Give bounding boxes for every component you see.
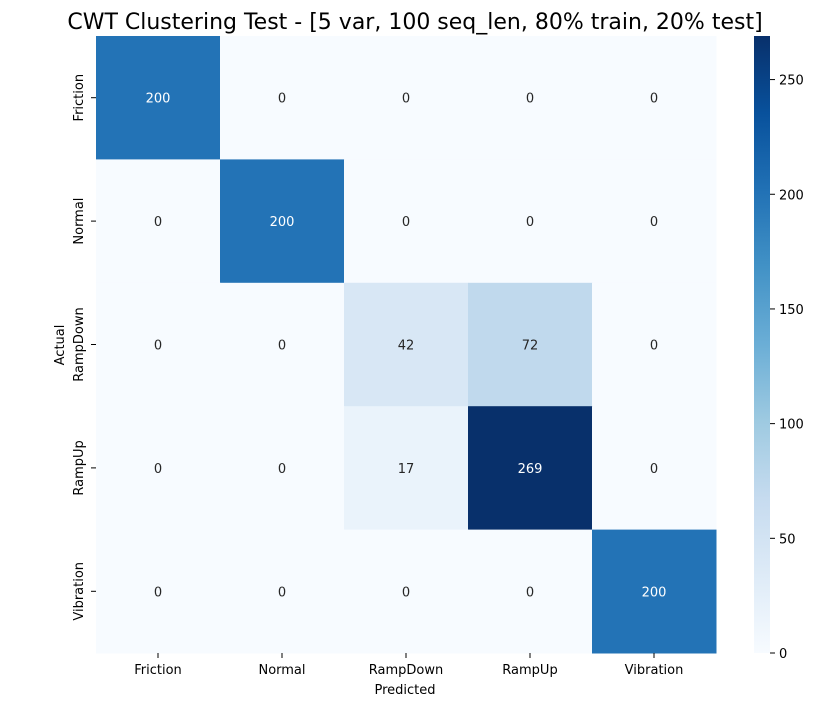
cell-value-label: 72 xyxy=(522,339,539,354)
heatmap-cell xyxy=(468,36,593,160)
colorbar-gradient xyxy=(754,36,770,653)
y-tick-label: Vibration xyxy=(72,562,87,621)
heatmap-cell xyxy=(344,282,469,407)
cell-value-label: 0 xyxy=(402,585,410,600)
heatmap-cell xyxy=(344,36,469,160)
heatmap-cell xyxy=(96,36,221,160)
heatmap-cell xyxy=(96,282,221,407)
heatmap-cell xyxy=(344,159,469,284)
cell-value-label: 0 xyxy=(154,585,162,600)
heatmap-cell xyxy=(468,159,593,284)
y-tick-label: RampUp xyxy=(72,440,87,495)
y-tick-label: RampDown xyxy=(72,307,87,381)
x-tick-label: Friction xyxy=(134,663,182,678)
heatmap-cell xyxy=(220,36,345,160)
cell-value-label: 17 xyxy=(398,462,415,477)
x-tick-label: RampDown xyxy=(369,663,443,678)
y-axis-label: Actual xyxy=(53,325,68,366)
x-tick-label: Vibration xyxy=(625,663,684,678)
y-tick-label: Friction xyxy=(72,74,87,122)
cell-value-label: 0 xyxy=(402,92,410,107)
cell-value-label: 0 xyxy=(154,339,162,354)
cell-value-label: 42 xyxy=(398,339,415,354)
cell-value-label: 0 xyxy=(650,339,658,354)
cell-value-label: 0 xyxy=(278,92,286,107)
colorbar: 0 50 100 150 200 250 xyxy=(754,36,804,662)
cell-value-label: 269 xyxy=(518,462,543,477)
x-tick-label: Normal xyxy=(258,663,305,678)
colorbar-tick-label: 200 xyxy=(779,188,804,203)
x-axis-label: Predicted xyxy=(374,683,435,698)
cell-value-label: 200 xyxy=(146,92,171,107)
heatmap-cell xyxy=(220,282,345,407)
heatmap-cell xyxy=(220,159,345,284)
chart-title: CWT Clustering Test - [5 var, 100 seq_le… xyxy=(67,10,762,35)
heatmap-cell xyxy=(96,406,221,531)
y-axis-ticks: Friction Normal RampDown RampUp Vibration xyxy=(72,74,96,621)
cell-value-label: 0 xyxy=(154,215,162,230)
cell-value-label: 0 xyxy=(278,339,286,354)
heatmap-cell xyxy=(220,529,345,654)
cell-value-label: 0 xyxy=(526,215,534,230)
heatmap-cell xyxy=(96,159,221,284)
x-tick-label: RampUp xyxy=(502,663,557,678)
colorbar-tick-label: 50 xyxy=(779,532,796,547)
cell-value-label: 200 xyxy=(270,215,295,230)
colorbar-tick-label: 150 xyxy=(779,303,804,318)
heatmap-cell xyxy=(592,529,717,654)
heatmap-cell xyxy=(344,406,469,531)
heatmap-cell xyxy=(592,406,717,531)
colorbar-tick-label: 0 xyxy=(779,647,787,662)
heatmap-cell xyxy=(96,529,221,654)
cell-value-label: 0 xyxy=(526,92,534,107)
cell-value-label: 0 xyxy=(650,462,658,477)
heatmap-cell xyxy=(592,36,717,160)
cell-value-label: 0 xyxy=(650,92,658,107)
heatmap-cell xyxy=(468,406,593,531)
cell-value-label: 0 xyxy=(402,215,410,230)
heatmap-cell xyxy=(344,529,469,654)
x-axis-ticks: Friction Normal RampDown RampUp Vibration xyxy=(134,653,683,678)
cell-value-label: 0 xyxy=(154,462,162,477)
colorbar-tick-label: 100 xyxy=(779,418,804,433)
colorbar-tick-label: 250 xyxy=(779,74,804,89)
heatmap-cells: 200 0 0 0 0 0 200 0 0 0 0 0 42 72 0 0 0 17 269 0 0 0 0 0 200 xyxy=(96,36,717,654)
y-tick-label: Normal xyxy=(72,198,87,245)
heatmap-cell xyxy=(468,529,593,654)
cell-value-label: 0 xyxy=(650,215,658,230)
cell-value-label: 0 xyxy=(278,585,286,600)
cell-value-label: 0 xyxy=(278,462,286,477)
heatmap-cell xyxy=(220,406,345,531)
cell-value-label: 0 xyxy=(526,585,534,600)
heatmap-cell xyxy=(468,282,593,407)
cell-value-label: 200 xyxy=(642,585,667,600)
heatmap-cell xyxy=(592,282,717,407)
heatmap-cell xyxy=(592,159,717,284)
